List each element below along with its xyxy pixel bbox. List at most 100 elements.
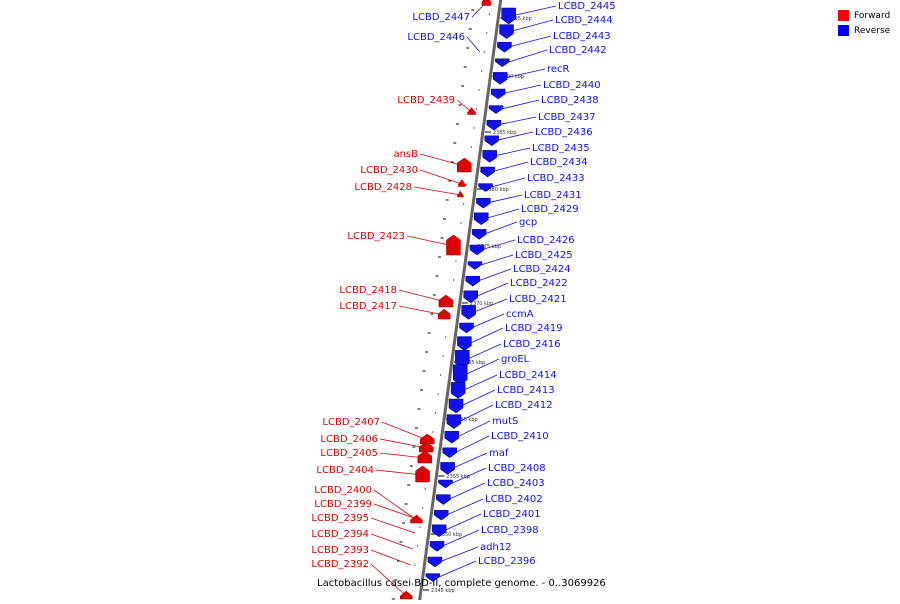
forward-leader: [406, 235, 454, 247]
reverse-gene: [438, 479, 453, 489]
reverse-leader: [505, 84, 542, 94]
backbone-line: [417, 0, 503, 604]
minor-dot: [481, 70, 483, 72]
scale-label: 2380 kbp: [485, 187, 509, 193]
reverse-gene: [490, 88, 506, 100]
reverse-leader: [441, 546, 479, 562]
reverse-leader: [469, 343, 502, 359]
reverse-leader: [454, 452, 488, 468]
forward-leader: [370, 549, 411, 566]
forward-leader: [456, 99, 472, 113]
reverse-gene: [467, 261, 483, 270]
forward-gene: [410, 514, 423, 524]
scale-label: 2390 kbp: [500, 74, 524, 80]
minor-dot: [455, 260, 457, 262]
tick-layer: 2395 kbp 2390 kbp 2385 kbp 2380 kbp 2375 kbp…: [391, 9, 532, 604]
forward-leader: [370, 517, 416, 534]
reverse-gene-label: LCBD_2433: [527, 173, 585, 184]
reverse-leader: [443, 529, 480, 546]
minor-dot: [437, 393, 439, 395]
forward-gene: [457, 190, 464, 198]
reverse-gene: [463, 290, 478, 304]
forward-leader: [370, 563, 407, 597]
reverse-gene: [459, 322, 474, 334]
forward-gene: [438, 294, 454, 308]
reverse-gene: [436, 494, 451, 505]
reverse-gene-label: LCBD_2403: [487, 478, 545, 489]
minor-dot: [470, 146, 472, 148]
reverse-leader: [500, 116, 537, 125]
forward-gene: [420, 433, 435, 445]
legend-forward-label: Forward: [854, 10, 891, 21]
forward-gene: [481, 0, 492, 6]
reverse-leader: [477, 282, 509, 297]
reverse-leader: [462, 389, 496, 406]
forward-gene: [457, 157, 472, 173]
reverse-leader: [494, 161, 529, 172]
reverse-leader: [513, 19, 554, 31]
reverse-gene-label: LCBD_2438: [541, 95, 599, 106]
forward-gene-label: LCBD_2439: [397, 95, 455, 106]
reverse-gene-label: mutS: [492, 416, 518, 427]
minor-dot: [422, 507, 424, 509]
reverse-leader: [509, 49, 548, 63]
reverse-gene-label: LCBD_2414: [499, 370, 557, 381]
reverse-leader: [467, 358, 500, 375]
reverse-leader: [456, 435, 490, 453]
forward-gene-label: LCBD_2404: [316, 465, 374, 476]
scale-label: 2375 kbp: [477, 244, 501, 250]
reverse-gene: [427, 556, 443, 568]
forward-gene-label: ansB: [393, 149, 418, 160]
forward-gene-label: LCBD_2418: [339, 285, 397, 296]
reverse-gene-label: LCBD_2443: [553, 31, 611, 42]
reverse-gene-label: LCBD_2425: [515, 250, 573, 261]
reverse-gene: [444, 430, 460, 444]
forward-gene: [418, 441, 434, 453]
minor-dot: [416, 545, 419, 547]
legend-reverse-label: Reverse: [854, 25, 891, 36]
genome-caption: Lactobacillus casei BD-II, complete geno…: [317, 578, 606, 589]
reverse-gene: [492, 72, 508, 85]
forward-gene: [417, 450, 433, 464]
reverse-gene: [486, 119, 502, 131]
forward-leader: [375, 469, 423, 476]
backbone-layer: [417, 0, 503, 604]
reverse-gene-label: LCBD_2422: [510, 278, 568, 289]
reverse-gene: [457, 336, 472, 351]
legend-forward: Forward: [838, 8, 890, 23]
reverse-leader: [481, 254, 514, 265]
forward-gene-label: LCBD_2405: [320, 448, 378, 459]
minor-dot: [439, 374, 442, 376]
reverse-gene-label: LCBD_2412: [495, 400, 553, 411]
reverse-gene: [429, 541, 445, 552]
forward-leader: [379, 452, 425, 459]
forward-gene: [415, 465, 430, 483]
forward-gene: [458, 179, 466, 187]
forward-leader: [466, 36, 481, 53]
reverse-leader: [498, 131, 534, 141]
reverse-leader: [439, 560, 477, 577]
reverse-gene: [452, 364, 468, 386]
reverse-gene-label: LCBD_2416: [503, 339, 561, 350]
reverse-leader: [515, 5, 557, 16]
forward-gene: [467, 107, 476, 115]
reverse-gene: [446, 414, 462, 429]
forward-gene-label: LCBD_2399: [314, 499, 372, 510]
forward-gene-label: LCBD_2428: [354, 182, 412, 193]
reverse-leader: [496, 147, 531, 156]
reverse-leader: [473, 313, 505, 328]
reverse-leader: [483, 239, 516, 250]
scale-label: 2355 kbp: [446, 474, 470, 480]
reverse-leader: [479, 268, 512, 281]
reverse-gene: [482, 150, 497, 163]
forward-gene-label: LCBD_2393: [311, 545, 369, 556]
scale-label: 2385 kbp: [493, 130, 517, 136]
minor-dot: [442, 355, 444, 357]
reverse-gene-label: ccmA: [506, 309, 534, 320]
forward-gene-label: LCBD_2394: [311, 529, 369, 540]
reverse-gene-label: gcp: [519, 217, 537, 228]
minor-dot: [465, 184, 467, 186]
minor-dot: [419, 526, 421, 528]
